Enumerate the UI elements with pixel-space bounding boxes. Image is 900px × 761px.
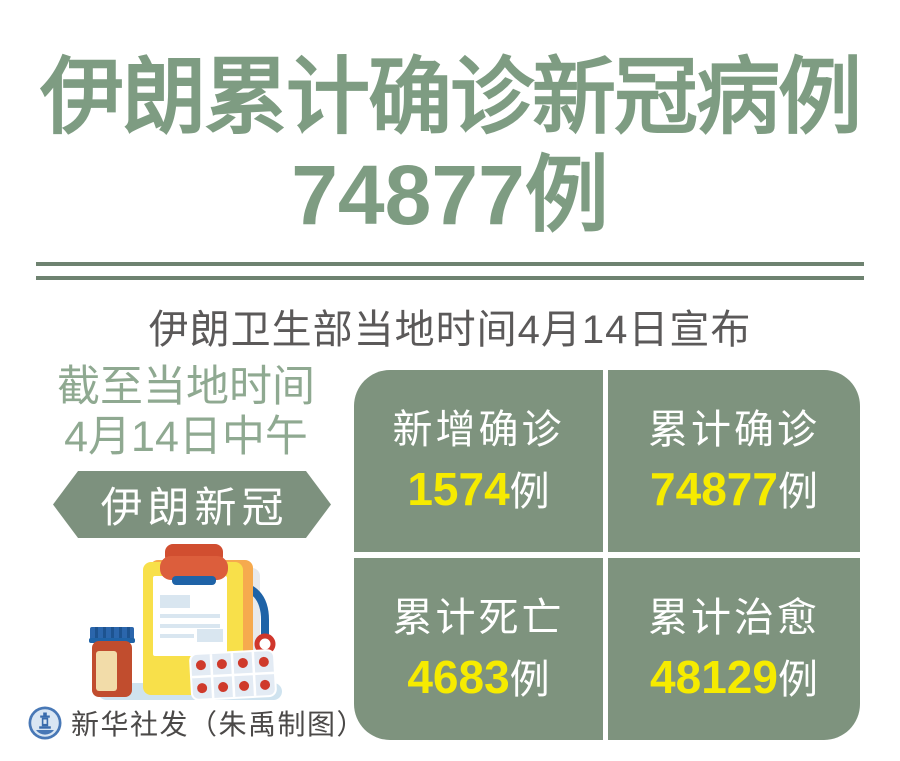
title-line1: 伊朗累计确诊新冠病例 — [39, 50, 862, 144]
stat-unit: 例 — [777, 657, 818, 702]
credit-line: 新华社发（朱禹制图） — [28, 703, 366, 743]
stats-grid: 新增确诊 1574例 累计确诊 74877例 累计死亡 4683例 累计治愈 4… — [354, 370, 860, 740]
region-badge-label: 伊朗新冠 — [100, 484, 289, 531]
stat-value-line: 1574例 — [407, 466, 549, 515]
stat-label: 累计治愈 — [648, 595, 820, 640]
medicine-bottle-icon — [89, 627, 135, 697]
stat-card-total-confirmed: 累计确诊 74877例 — [608, 370, 860, 552]
stat-unit: 例 — [509, 469, 550, 514]
stat-label: 累计死亡 — [392, 595, 565, 640]
title-line2: 74877例 — [291, 148, 609, 242]
as-of-note-line1: 截至当地时间 — [57, 363, 315, 411]
stat-card-total-recovered: 累计治愈 48129例 — [608, 558, 860, 740]
stat-label: 新增确诊 — [392, 407, 565, 452]
divider-line-bottom — [36, 276, 864, 280]
region-badge: 伊朗新冠 — [53, 471, 331, 538]
xinhua-logo-icon — [28, 706, 62, 740]
stat-unit: 例 — [777, 469, 818, 514]
stat-value: 74877 — [650, 462, 778, 515]
medical-clipboard-pills-illustration-icon — [89, 544, 282, 701]
stat-value-line: 4683例 — [407, 654, 549, 703]
page-title: 伊朗累计确诊新冠病例 74877例 — [0, 46, 900, 242]
stat-card-total-deaths: 累计死亡 4683例 — [354, 558, 603, 740]
stat-value: 1574 — [407, 462, 510, 515]
stat-unit: 例 — [509, 657, 550, 702]
credit-text: 新华社发（朱禹制图） — [71, 709, 367, 740]
stat-value: 4683 — [407, 650, 510, 703]
as-of-note: 截至当地时间 4月14日中午 — [16, 362, 356, 462]
divider-line-top — [36, 262, 864, 266]
stat-value: 48129 — [650, 650, 778, 703]
stat-value-line: 74877例 — [650, 466, 818, 515]
pill-blister-icon — [189, 649, 277, 701]
stat-label: 累计确诊 — [648, 407, 820, 452]
as-of-note-line2: 4月14日中午 — [64, 413, 308, 461]
stat-card-new-confirmed: 新增确诊 1574例 — [354, 370, 603, 552]
stat-value-line: 48129例 — [650, 654, 818, 703]
announcement-subtitle: 伊朗卫生部当地时间4月14日宣布 — [148, 308, 752, 352]
